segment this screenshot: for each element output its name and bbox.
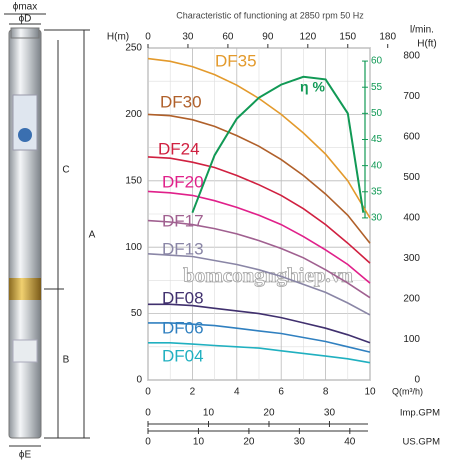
series-line — [148, 303, 371, 344]
right-tick-label: 400 — [403, 213, 420, 224]
dim-label: C — [62, 165, 69, 176]
top-axis-label: l/min. — [410, 25, 434, 36]
y-tick-label: 200 — [125, 109, 142, 120]
y-tick-label: 50 — [131, 308, 143, 319]
bottom-tick-label: 20 — [243, 437, 255, 448]
right-tick-label: 100 — [403, 334, 420, 345]
right-tick-label: 500 — [403, 172, 420, 183]
y2-tick-label: 55 — [371, 82, 383, 93]
y2-tick-label: 40 — [371, 160, 383, 171]
right-tick-label: 800 — [403, 51, 420, 62]
y-tick-label: 100 — [125, 242, 142, 253]
chart-title: Characteristic of functioning at 2850 rp… — [176, 10, 364, 20]
pump-plate — [12, 339, 38, 363]
right-tick-label: 200 — [403, 294, 420, 305]
series-label: DF30 — [160, 92, 202, 111]
right-tick-label: 300 — [403, 253, 420, 264]
x-tick-label: 4 — [234, 387, 240, 398]
pump-drawing: ϕmax ϕD C A B ϕE — [4, 2, 96, 461]
top-tick-label: 180 — [379, 32, 396, 43]
series-line — [147, 156, 371, 264]
right-tick-label: 0 — [414, 375, 420, 386]
bottom-tick-label: 10 — [203, 408, 215, 419]
pump-cap — [10, 27, 40, 39]
series-label: DF24 — [158, 139, 200, 158]
right-axis-label: H(ft) — [417, 39, 436, 50]
series-line — [147, 219, 371, 299]
series-label: DF20 — [162, 172, 204, 191]
dim-label: B — [63, 355, 70, 366]
right-tick-label: 700 — [403, 91, 420, 102]
y2-tick-label: 50 — [371, 108, 383, 119]
series-label: DF35 — [215, 51, 257, 70]
y-tick-label: 150 — [125, 175, 142, 186]
bottom-tick-label: 10 — [193, 437, 205, 448]
bottom-tick-label: 0 — [145, 408, 151, 419]
top-tick-label: 0 — [145, 32, 151, 43]
bottom-axis-label: US.GPM — [403, 437, 441, 448]
y-tick-label: 0 — [136, 375, 142, 386]
dim-label: ϕE — [19, 450, 32, 461]
series-label: DF08 — [162, 288, 204, 307]
series-label: DF04 — [162, 346, 204, 365]
x-tick-label: 6 — [278, 387, 284, 398]
series-label: DF17 — [162, 211, 204, 230]
x-axis-label: Q(m³/h) — [392, 386, 423, 396]
pump-body — [8, 29, 42, 439]
series-label: DF13 — [162, 239, 204, 258]
y2-tick-label: 45 — [371, 134, 383, 145]
series-line — [148, 342, 371, 364]
series-line — [148, 322, 371, 353]
y2-tick-label: 30 — [371, 213, 383, 224]
bottom-tick-label: 30 — [324, 408, 336, 419]
x-tick-label: 0 — [145, 387, 151, 398]
bottom-tick-label: 20 — [263, 408, 275, 419]
top-tick-label: 150 — [339, 32, 356, 43]
bottom-tick-label: 0 — [145, 437, 151, 448]
y2-tick-label: 35 — [371, 186, 383, 197]
y-axis-label: H(m) — [107, 32, 129, 43]
series-line — [147, 190, 371, 284]
right-tick-label: 600 — [403, 132, 420, 143]
x-tick-label: 2 — [190, 387, 196, 398]
top-tick-label: 60 — [222, 32, 234, 43]
y2-tick-label: 60 — [371, 56, 383, 67]
bottom-tick-label: 30 — [294, 437, 306, 448]
series-label: η % — [300, 79, 325, 95]
top-tick-label: 30 — [182, 32, 194, 43]
dim-label: ϕmax — [13, 2, 38, 13]
dim-label: ϕD — [19, 14, 32, 25]
top-tick-label: 120 — [299, 32, 316, 43]
y-tick-label: 250 — [125, 43, 142, 54]
series-line — [147, 253, 371, 316]
pump-logo — [18, 128, 32, 142]
series-line — [191, 75, 365, 214]
dim-label: A — [89, 230, 96, 241]
series-line — [147, 113, 371, 244]
bottom-axis-label: Imp.GPM — [400, 408, 440, 419]
x-tick-label: 8 — [323, 387, 329, 398]
pump-band — [9, 278, 41, 300]
top-tick-label: 90 — [262, 32, 274, 43]
series-label: DF06 — [162, 318, 204, 337]
x-tick-label: 10 — [364, 387, 376, 398]
watermark: bomcongnghiep.vn — [183, 263, 353, 287]
bottom-tick-label: 40 — [344, 437, 356, 448]
